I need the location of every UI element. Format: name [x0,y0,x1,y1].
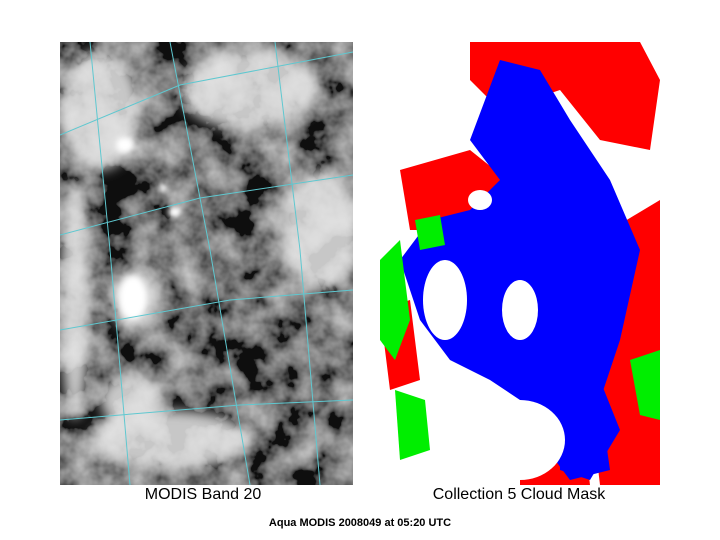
footer-caption: Aqua MODIS 2008049 at 05:20 UTC [269,517,451,529]
panel-caption: MODIS Band 20 [145,486,262,503]
band-20-image [60,42,353,485]
cloud-mask-image [365,42,660,485]
panel-caption: Collection 5 Cloud Mask [433,486,607,503]
